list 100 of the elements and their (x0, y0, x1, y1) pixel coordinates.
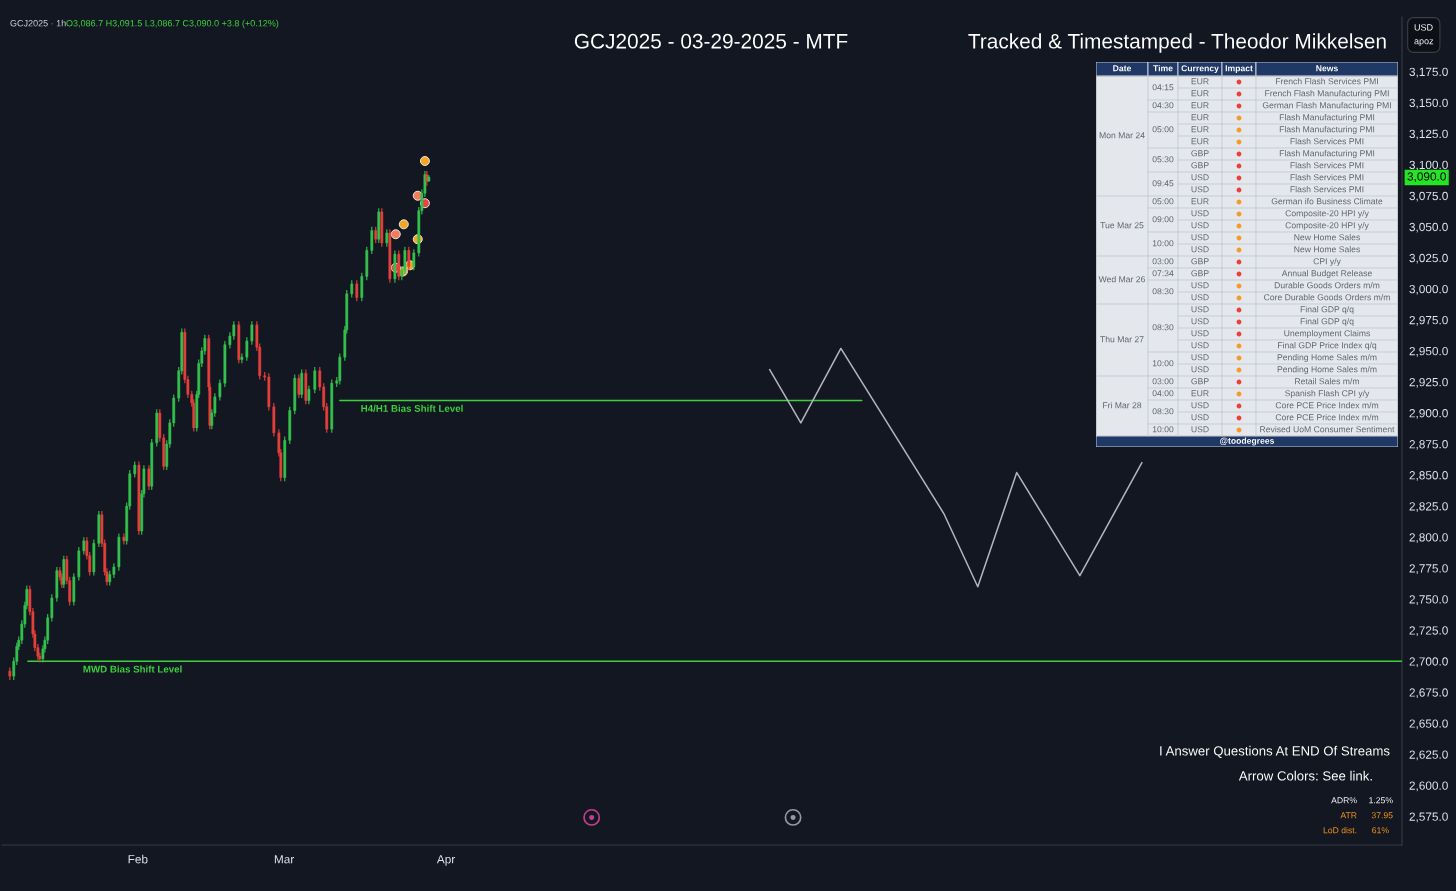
y-tick-label: 2,600.0 (1409, 781, 1448, 792)
text: EUR (1191, 126, 1209, 133)
text: USD (1191, 354, 1209, 361)
x-tick-label: Apr (436, 855, 456, 866)
text: Core PCE Price Index m/m (1275, 401, 1379, 409)
text: 08:30 (1152, 288, 1174, 295)
y-axis-title: USD apoz (1414, 24, 1434, 47)
text: Pending Home Sales m/m (1277, 353, 1377, 363)
text: Fri Mar 28 (1103, 401, 1142, 409)
text: 3,090.0 (1407, 172, 1446, 183)
text: Durable Goods Orders m/m (1274, 281, 1380, 289)
text: 10:00 (1152, 360, 1174, 367)
text: 09:45 (1152, 180, 1174, 187)
annotation: ATR (1340, 812, 1357, 819)
y-tick-label: 2,900.0 (1409, 409, 1448, 419)
y-tick-label: 3,000.0 (1409, 284, 1448, 295)
text: Final GDP Price Index q/q (1278, 341, 1377, 351)
text: USD (1191, 318, 1209, 325)
text: Tue Mar 25 (1100, 222, 1144, 229)
category-label: Impact (1225, 65, 1253, 74)
category-label: Time (1153, 64, 1173, 72)
text: French Flash Services PMI (1276, 77, 1378, 85)
text: Core Durable Goods Orders m/m (1264, 293, 1390, 301)
y-tick-label: 2,875.0 (1409, 440, 1448, 450)
text: 05:00 (1152, 198, 1174, 205)
text: 08:30 (1152, 408, 1174, 415)
text: New Home Sales (1294, 233, 1360, 241)
y-tick-label: 2,950.0 (1409, 346, 1448, 357)
y-tick-label: 3,050.0 (1409, 222, 1448, 233)
y-tick-label: 3,125.0 (1409, 129, 1448, 140)
text: 09:00 (1152, 216, 1174, 223)
y-tick-label: 2,650.0 (1409, 719, 1448, 730)
text: Flash Services PMI (1290, 137, 1364, 145)
y-tick-label: 2,925.0 (1409, 378, 1448, 388)
y-tick-label: 2,575.0 (1409, 812, 1448, 823)
text: Revised UoM Consumer Sentiment (1260, 425, 1395, 433)
text: GCJ2025 - 03-29-2025 - MTF (574, 33, 848, 49)
category-label: Currency (1181, 65, 1219, 74)
text: 03:00 (1152, 378, 1174, 385)
text: GBP (1191, 258, 1209, 265)
text: French Flash Manufacturing PMI (1265, 89, 1389, 99)
text: USD (1191, 414, 1209, 421)
text: CPI y/y (1313, 257, 1341, 267)
text: USD (1191, 234, 1209, 241)
category-label: Date (1113, 65, 1132, 72)
y-tick-label: 2,975.0 (1409, 315, 1448, 326)
text: Annual Budget Release (1281, 269, 1372, 279)
text: USD (1191, 210, 1209, 217)
text: GBP (1191, 270, 1209, 277)
text: EUR (1191, 198, 1209, 205)
annotation: Arrow Colors: See link. (1238, 770, 1372, 781)
text: Wed Mar 26 (1098, 275, 1145, 283)
y-tick-label: 2,725.0 (1409, 626, 1448, 637)
y-tick-label: 2,700.0 (1409, 657, 1448, 668)
text: 07:34 (1152, 270, 1174, 277)
text: Flash Services PMI (1290, 161, 1364, 169)
y-tick-label: 3,025.0 (1409, 253, 1448, 264)
y-tick-label: 2,675.0 (1409, 688, 1448, 699)
text: GBP (1191, 162, 1209, 169)
text: USD (1191, 282, 1209, 289)
text: 05:30 (1152, 156, 1174, 163)
text: USD (1191, 402, 1209, 409)
annotation: @toodegrees (1220, 437, 1275, 446)
text: USD (1191, 294, 1209, 301)
text: GBP (1191, 378, 1209, 385)
text: USD (1191, 246, 1209, 253)
annotation: 37.95 (1371, 812, 1393, 819)
text: EUR (1191, 102, 1209, 109)
text: Tracked & Timestamped - Theodor Mikkelsen (968, 33, 1386, 53)
y-tick-label: 2,625.0 (1409, 750, 1448, 761)
text: Mon Mar 24 (1099, 132, 1145, 139)
text: EUR (1191, 138, 1209, 145)
text: Flash Manufacturing PMI (1279, 149, 1375, 159)
text: USD (1191, 174, 1209, 181)
text: USD (1191, 186, 1209, 193)
annotation: 1.25% (1369, 797, 1393, 804)
text: GBP (1191, 150, 1209, 157)
series-label: H4/H1 Bias Shift Level (361, 404, 463, 412)
text: 04:15 (1152, 84, 1174, 91)
category-label: News (1316, 65, 1338, 72)
text: USD (1191, 306, 1209, 313)
text: German ifo Business Climate (1271, 197, 1383, 205)
text: Final GDP q/q (1300, 317, 1354, 327)
text: Flash Manufacturing PMI (1279, 125, 1375, 135)
text: USD (1191, 222, 1209, 229)
text: Thu Mar 27 (1100, 335, 1144, 343)
text: USD (1191, 342, 1209, 349)
x-tick-label: Mar (274, 855, 295, 864)
text: Core PCE Price Index m/m (1275, 413, 1379, 421)
text: Composite-20 HPI y/y (1285, 221, 1369, 231)
text: Flash Manufacturing PMI (1279, 113, 1375, 123)
text: New Home Sales (1294, 245, 1360, 253)
annotation: ADR% (1331, 797, 1357, 804)
text: 03:00 (1152, 258, 1174, 265)
text: USD (1191, 426, 1209, 433)
text: EUR (1191, 78, 1209, 85)
text: 10:00 (1152, 426, 1174, 433)
annotation: O3,086.7 H3,091.5 L3,086.7 C3,090.0 +3.8 (+0.12%) (66, 19, 279, 29)
y-tick-label: 3,150.0 (1409, 98, 1448, 109)
annotation: 61% (1372, 827, 1389, 834)
